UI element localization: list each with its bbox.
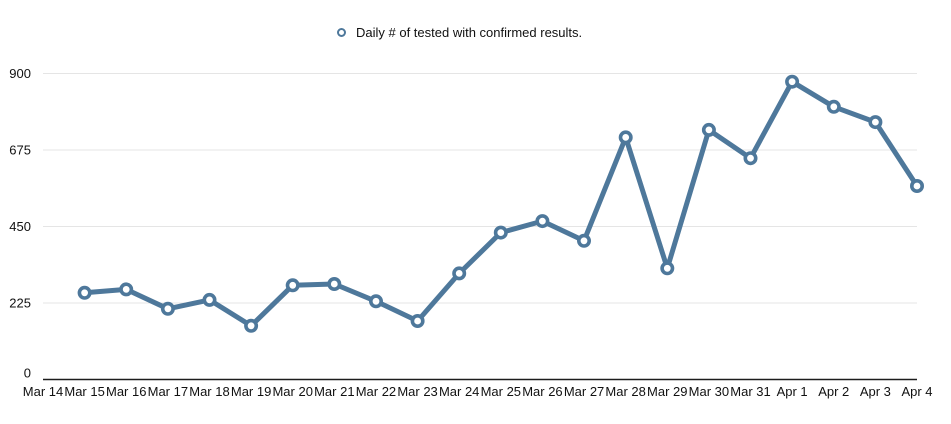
legend-series-marker-icon [337, 28, 346, 37]
x-axis-tick-label: Mar 15 [64, 384, 104, 399]
x-axis-tick-label: Mar 22 [356, 384, 396, 399]
x-axis-tick-label: Apr 4 [901, 384, 932, 399]
x-axis-tick-label: Mar 17 [148, 384, 188, 399]
data-point-marker [368, 294, 383, 309]
data-point-marker [701, 122, 716, 137]
data-point-marker [327, 276, 342, 291]
y-axis-tick-label: 225 [9, 296, 31, 311]
x-axis-tick-label: Mar 29 [647, 384, 687, 399]
x-axis-tick-label: Mar 21 [314, 384, 354, 399]
data-point-marker [119, 282, 134, 297]
data-point-marker [743, 151, 758, 166]
data-point-marker [452, 266, 467, 281]
data-point-marker [660, 261, 675, 276]
x-axis-tick-label: Mar 24 [439, 384, 479, 399]
x-axis-tick-label: Mar 14 [23, 384, 63, 399]
legend-series-label: Daily # of tested with confirmed results… [356, 25, 583, 40]
data-point-marker [535, 214, 550, 229]
x-axis-tick-label: Mar 19 [231, 384, 271, 399]
x-axis-tick-label: Mar 20 [272, 384, 312, 399]
data-point-marker [826, 99, 841, 114]
data-point-marker [410, 313, 425, 328]
chart-legend-item[interactable]: Daily # of tested with confirmed results… [337, 26, 582, 39]
x-axis-tick-label: Apr 1 [777, 384, 808, 399]
x-axis-tick-label: Apr 3 [860, 384, 891, 399]
data-point-marker [202, 292, 217, 307]
x-axis-tick-label: Mar 31 [730, 384, 770, 399]
x-axis-tick-label: Mar 26 [522, 384, 562, 399]
data-point-marker [576, 233, 591, 248]
data-point-marker [618, 130, 633, 145]
x-axis-tick-label: Mar 28 [605, 384, 645, 399]
data-point-marker [868, 115, 883, 130]
x-axis-tick-label: Mar 25 [481, 384, 521, 399]
data-point-marker [909, 179, 924, 194]
y-axis-tick-label: 675 [9, 143, 31, 158]
y-axis-tick-label: 450 [9, 219, 31, 234]
y-axis-tick-label: 0 [24, 366, 31, 381]
data-point-marker [785, 74, 800, 89]
data-point-marker [493, 225, 508, 240]
x-axis-tick-label: Mar 23 [397, 384, 437, 399]
x-axis-tick-label: Mar 30 [689, 384, 729, 399]
data-point-marker [285, 278, 300, 293]
data-line [82, 79, 920, 329]
data-point-marker [77, 285, 92, 300]
x-axis-tick-label: Apr 2 [818, 384, 849, 399]
data-point-marker [160, 301, 175, 316]
y-axis-tick-label: 900 [9, 66, 31, 81]
x-axis-tick-label: Mar 18 [189, 384, 229, 399]
data-point-marker [244, 318, 259, 333]
x-axis-tick-label: Mar 27 [564, 384, 604, 399]
x-axis-tick-label: Mar 16 [106, 384, 146, 399]
